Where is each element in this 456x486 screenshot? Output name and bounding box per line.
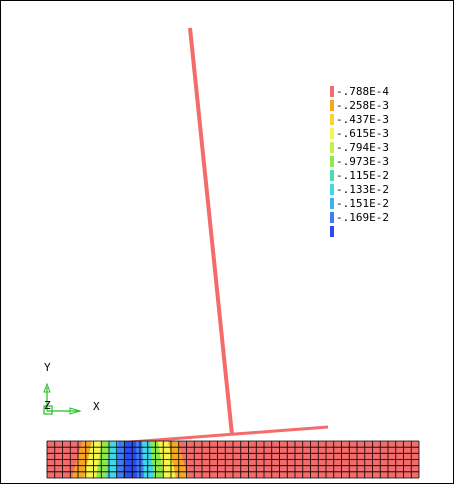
axis-triad: Y Z X	[43, 361, 100, 415]
x-axis-arrowhead	[69, 407, 82, 415]
legend-swatch	[330, 170, 334, 181]
z-axis-marker	[43, 405, 53, 415]
legend-swatch	[330, 184, 334, 195]
legend-swatch	[330, 156, 334, 167]
y-axis-label: Y	[44, 361, 51, 374]
legend-label: -.615E-3	[336, 127, 389, 140]
y-axis-arrowhead	[43, 382, 51, 393]
legend-label: -.437E-3	[336, 113, 389, 126]
contour-legend: -.788E-4-.258E-3-.437E-3-.615E-3-.794E-3…	[330, 85, 389, 237]
foundation-mesh	[46, 440, 420, 479]
legend-swatch	[330, 100, 334, 111]
legend-swatch	[330, 86, 334, 97]
z-axis-label: Z	[44, 399, 51, 412]
legend-label: -.973E-3	[336, 155, 389, 168]
vertical-member	[188, 27, 234, 436]
legend-swatch	[330, 226, 334, 237]
legend-swatch	[330, 212, 334, 223]
legend-swatch	[330, 142, 334, 153]
legend-label: -.788E-4	[336, 85, 389, 98]
legend-swatch	[330, 114, 334, 125]
x-axis-label: X	[93, 400, 100, 413]
legend-label: -.794E-3	[336, 141, 389, 154]
legend-label: -.151E-2	[336, 197, 389, 210]
legend-swatch	[330, 198, 334, 209]
legend-swatch	[330, 128, 334, 139]
legend-label: -.133E-2	[336, 183, 389, 196]
legend-label: -.169E-2	[336, 211, 389, 224]
horizontal-member	[129, 425, 329, 444]
legend-label: -.258E-3	[336, 99, 389, 112]
legend-label: -.115E-2	[336, 169, 389, 182]
